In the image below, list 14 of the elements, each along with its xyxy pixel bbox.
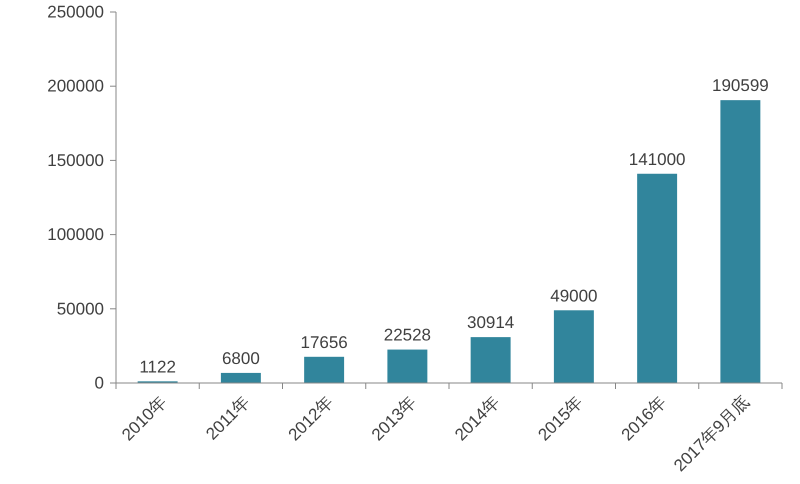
data-label: 190599: [712, 76, 769, 96]
y-tick-label: 100000: [47, 225, 104, 244]
y-tick-label: 150000: [47, 150, 104, 170]
y-tick-label: 200000: [47, 76, 104, 96]
y-tick-label: 50000: [56, 299, 104, 318]
data-label: 6800: [222, 348, 260, 368]
data-label: 141000: [628, 150, 686, 169]
data-label: 22528: [384, 326, 432, 345]
data-label: 17656: [300, 332, 348, 352]
data-label: 49000: [550, 286, 598, 306]
y-tick-label: 250000: [47, 2, 104, 22]
y-tick-label: 0: [94, 374, 104, 392]
data-label: 30914: [466, 313, 514, 332]
data-label: 1122: [139, 357, 176, 376]
